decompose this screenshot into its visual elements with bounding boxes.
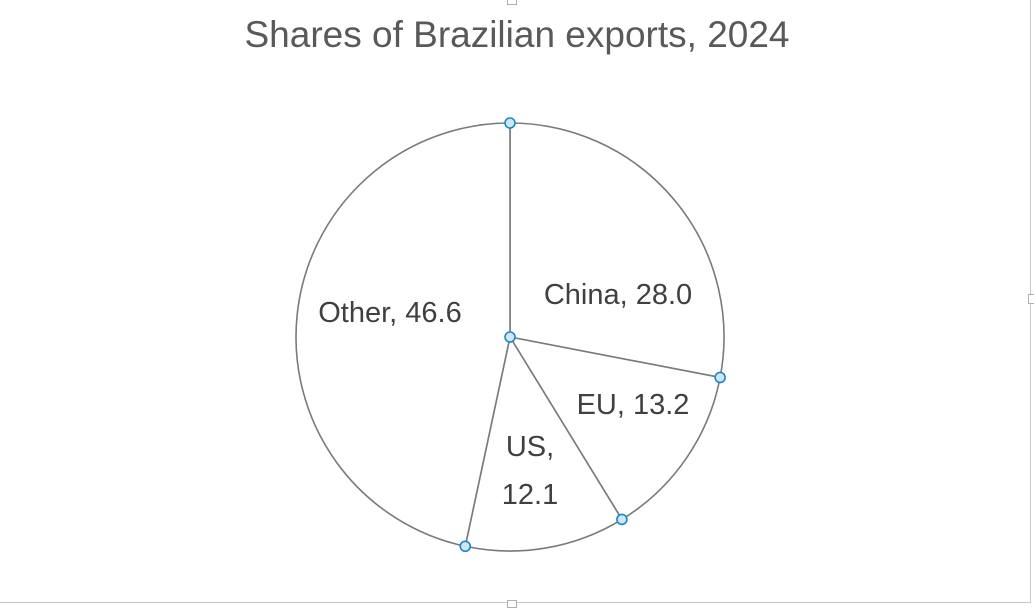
pie-slice-eu[interactable] (508, 335, 722, 521)
data-label-china[interactable]: China, 28.0 (544, 279, 692, 311)
data-label-us[interactable]: US, 12.1 (502, 431, 558, 511)
frame-resize-handle-top[interactable] (507, 0, 517, 5)
pie-slice-china[interactable] (509, 122, 725, 379)
selection-handle-center[interactable] (504, 331, 516, 343)
pie-slice-other[interactable] (295, 122, 511, 548)
data-label-eu[interactable]: EU, 13.2 (577, 389, 690, 421)
selection-handle-0[interactable] (504, 117, 516, 129)
chart-title[interactable]: Shares of Brazilian exports, 2024 (244, 14, 790, 55)
selection-handle-3[interactable] (459, 540, 472, 553)
selection-handle-2[interactable] (616, 513, 628, 526)
frame-resize-handle-right[interactable] (1028, 294, 1034, 304)
data-label-other[interactable]: Other, 46.6 (318, 297, 462, 329)
pie-slice-us[interactable] (464, 334, 624, 552)
selection-handle-1[interactable] (714, 371, 726, 384)
